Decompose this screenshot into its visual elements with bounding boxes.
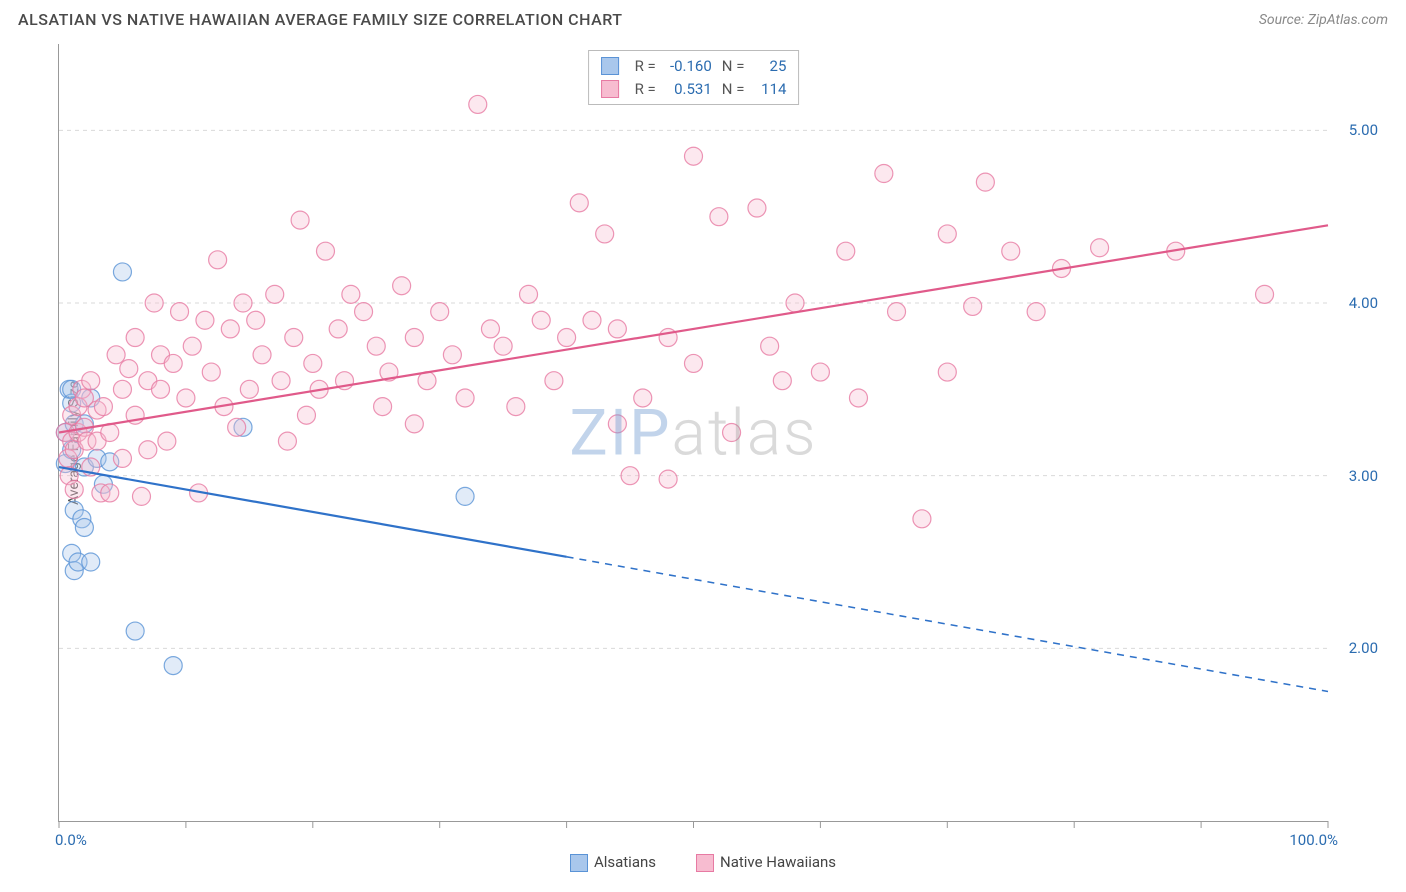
plot-svg [59, 44, 1328, 821]
bottom-legend: Alsatians Native Hawaiians [0, 853, 1406, 872]
r-value: 0.531 [666, 78, 712, 101]
series-swatch [601, 80, 619, 98]
n-value: 25 [754, 55, 786, 78]
legend-label: Native Hawaiians [720, 853, 836, 871]
stats-row: R = 0.531 N = 114 [601, 78, 787, 101]
plot-region: ZIPatlas R =-0.160N =25R =0.531N =114 2.… [58, 44, 1328, 822]
r-label: R = [635, 55, 656, 78]
legend-label: Alsatians [594, 853, 656, 871]
source-prefix: Source: [1259, 12, 1308, 28]
source-link[interactable]: ZipAtlas.com [1308, 12, 1388, 28]
source-attribution: Source: ZipAtlas.com [1259, 12, 1388, 28]
legend-swatch [696, 854, 714, 872]
stats-row: R = -0.160 N = 25 [601, 55, 787, 78]
n-value: 114 [754, 78, 786, 101]
n-label: N = [722, 55, 745, 78]
y-tick-label: 5.00 [1349, 121, 1378, 139]
x-max-label: 100.0% [1289, 831, 1338, 849]
n-label: N = [722, 78, 745, 101]
chart-title: ALSATIAN VS NATIVE HAWAIIAN AVERAGE FAMI… [18, 10, 623, 29]
legend-item: Native Hawaiians [696, 853, 836, 872]
stats-legend-box: R = -0.160 N = 25 R = 0.531 N = 114 [588, 50, 800, 105]
legend-swatch [570, 854, 588, 872]
series-swatch [601, 57, 619, 75]
r-label: R = [635, 78, 656, 101]
y-tick-label: 2.00 [1349, 639, 1378, 657]
chart-area: Average Family Size ZIPatlas R =-0.160N … [18, 44, 1388, 842]
legend-item: Alsatians [570, 853, 656, 872]
header: ALSATIAN VS NATIVE HAWAIIAN AVERAGE FAMI… [0, 0, 1406, 35]
y-tick-label: 3.00 [1349, 467, 1378, 485]
r-value: -0.160 [666, 55, 712, 78]
x-min-label: 0.0% [55, 831, 87, 849]
y-tick-label: 4.00 [1349, 294, 1378, 312]
